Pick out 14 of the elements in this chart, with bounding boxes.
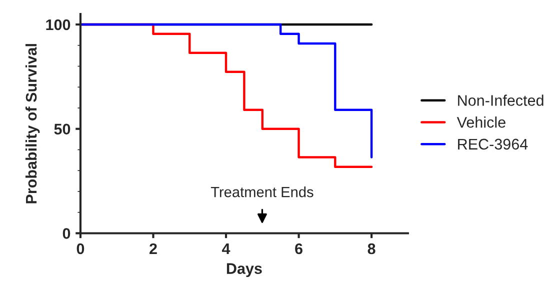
legend-label: Non-Infected <box>458 94 544 106</box>
x-tick-label: 6 <box>295 243 302 254</box>
y-tick-label: 50 <box>54 124 70 135</box>
y-axis-title: Probability of Survival <box>25 44 40 204</box>
legend-label: REC-3964 <box>458 138 528 150</box>
x-tick-label: 4 <box>222 244 230 254</box>
y-tick-label: 0 <box>62 228 70 239</box>
x-tick-label: 0 <box>76 243 84 254</box>
annotation: Treatment Ends <box>210 186 314 198</box>
legend-label: Vehicle <box>456 116 506 128</box>
x-tick-label: 8 <box>368 243 376 254</box>
y-tick-label: 100 <box>46 19 70 30</box>
x-axis-title: Days <box>226 263 262 277</box>
x-tick-label: 2 <box>150 243 157 254</box>
